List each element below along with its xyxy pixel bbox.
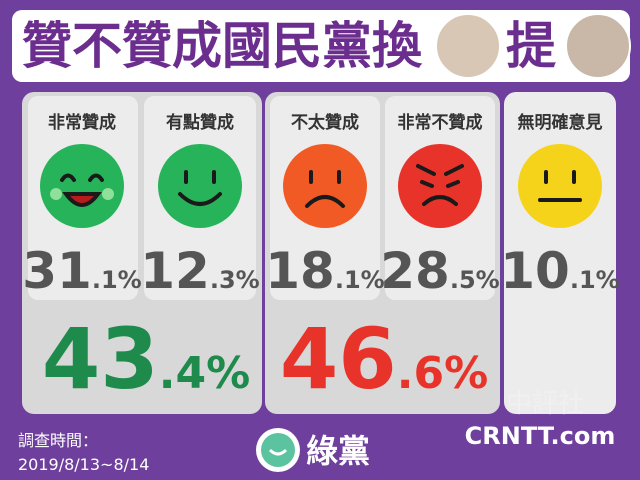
survey-date: 2019/8/13~8/14 xyxy=(18,455,149,474)
text-part: 18 xyxy=(265,242,335,300)
option-value: 31.1% xyxy=(22,242,141,300)
title-text: 贊不贊成國民黨換 xyxy=(22,17,423,75)
logo-icon xyxy=(256,428,300,472)
text-part: .1% xyxy=(92,266,142,294)
face-icon xyxy=(518,144,602,228)
logo-text: 綠黨 xyxy=(306,432,370,470)
photo-placeholder xyxy=(565,13,631,79)
option-value: 28.5% xyxy=(380,242,499,300)
text-part: 46 xyxy=(280,310,397,408)
text-part: 10 xyxy=(500,242,570,300)
option-label: 非常贊成 xyxy=(48,112,116,133)
text-part: .4% xyxy=(159,348,250,399)
photo-placeholder xyxy=(435,13,501,79)
face-icon xyxy=(158,144,242,228)
option-label: 無明確意見 xyxy=(518,112,603,133)
text-part: .1% xyxy=(570,266,620,294)
text-part: .1% xyxy=(335,266,385,294)
option-value: 10.1% xyxy=(500,242,619,300)
text-part: 31 xyxy=(22,242,92,300)
text-part: .6% xyxy=(397,348,488,399)
face-icon xyxy=(40,144,124,228)
face-icon xyxy=(398,144,482,228)
watermark-cn: 中評社 xyxy=(506,389,584,419)
survey-label: 調查時間： xyxy=(18,431,98,450)
text-part: 12 xyxy=(140,242,210,300)
option-value: 12.3% xyxy=(140,242,259,300)
option-label: 非常不贊成 xyxy=(398,112,483,133)
text-part: .3% xyxy=(210,266,260,294)
option-label: 不太贊成 xyxy=(291,112,359,133)
text-part: 43 xyxy=(42,310,159,408)
face-icon xyxy=(283,144,367,228)
title-text: 提 xyxy=(506,17,556,75)
watermark-en: CRNTT.com xyxy=(465,422,616,450)
text-part: 28 xyxy=(380,242,450,300)
option-label: 有點贊成 xyxy=(166,112,234,133)
group-total: 43.4% xyxy=(42,310,250,408)
group-total: 46.6% xyxy=(280,310,488,408)
option-value: 18.1% xyxy=(265,242,384,300)
text-part: .5% xyxy=(450,266,500,294)
